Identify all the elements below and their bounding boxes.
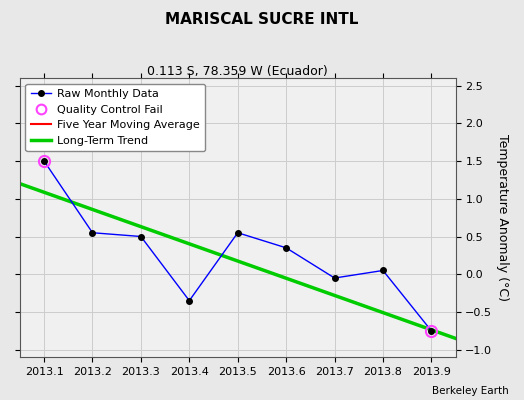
Text: MARISCAL SUCRE INTL: MARISCAL SUCRE INTL	[165, 12, 359, 27]
Y-axis label: Temperature Anomaly (°C): Temperature Anomaly (°C)	[496, 134, 509, 301]
Legend: Raw Monthly Data, Quality Control Fail, Five Year Moving Average, Long-Term Tren: Raw Monthly Data, Quality Control Fail, …	[26, 84, 205, 151]
Title: 0.113 S, 78.359 W (Ecuador): 0.113 S, 78.359 W (Ecuador)	[147, 65, 328, 78]
Text: Berkeley Earth: Berkeley Earth	[432, 386, 508, 396]
